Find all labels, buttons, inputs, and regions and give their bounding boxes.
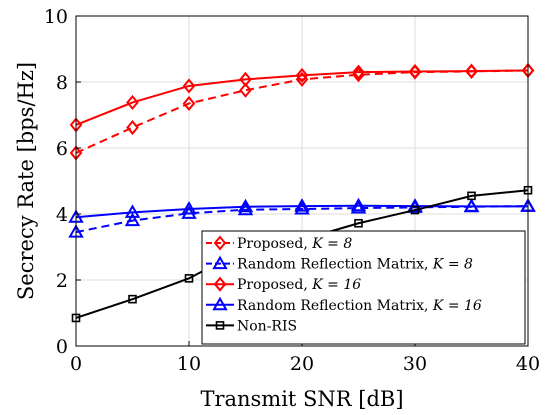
data-point [237,201,254,216]
legend-entry: Proposed, K = 8 [206,235,352,252]
tick-labels: 0 10 20 30 40 0 2 4 6 8 10 [44,6,540,375]
y-axis-title: Secrecy Rate [bps/Hz] [14,62,38,300]
x-tick-label: 30 [403,353,427,375]
data-point [294,198,310,212]
legend-marker [215,321,225,330]
legend-box [201,230,526,345]
y-tick-label: 4 [56,204,68,226]
y-tick-label: 8 [56,72,68,94]
data-point [350,197,367,212]
legend-label: Non-RIS [237,318,297,334]
data-point [182,95,196,112]
data-point [239,71,252,87]
data-point [124,212,141,227]
data-point [182,78,196,94]
legend-label: Proposed, K = 8 [237,236,352,252]
data-point [237,198,254,213]
legend-entry: Non-RIS [206,318,297,334]
data-point [124,204,141,218]
data-point [181,201,197,215]
y-tick-label: 10 [44,6,68,28]
data-point [352,64,365,80]
legend-entry: Proposed, K = 16 [206,276,361,293]
data-point [295,67,309,83]
data-point [294,201,310,215]
y-tick-label: 6 [56,138,68,160]
series-group [68,62,536,323]
x-tick-label: 40 [516,353,540,375]
data-point [465,63,478,79]
legend-marker [212,296,228,311]
data-point [128,294,137,304]
data-point [184,274,194,283]
legend-marker [213,276,227,292]
series-line [75,69,529,126]
data-point [463,198,480,212]
series-3 [69,62,535,133]
legend-label: Random Reflection Matrix, K = 8 [237,257,473,273]
legend-label: Proposed, K = 16 [237,277,361,293]
y-tick-label: 0 [56,336,68,358]
x-tick-label: 10 [177,353,201,375]
data-point [239,82,252,98]
x-axis-title: Transmit SNR [dB] [200,387,403,411]
series-line [75,204,528,219]
series-line [75,69,529,154]
legend-marker [212,255,228,270]
data-point [467,191,476,201]
data-point [410,205,420,215]
data-point [350,200,367,214]
legend-marker [213,235,227,251]
legend-entry: Random Reflection Matrix, K = 8 [206,255,473,273]
data-point [408,63,422,80]
legend-entry: Random Reflection Matrix, K = 16 [206,296,482,314]
data-point [354,218,363,228]
legend: Proposed, K = 8 Random Reflection Matrix,… [201,230,526,345]
x-tick-label: 0 [70,353,82,375]
series-4 [68,197,536,223]
data-point [126,119,139,136]
x-tick-label: 20 [290,353,314,375]
data-point [126,94,139,111]
legend-label: Random Reflection Matrix, K = 16 [237,298,482,314]
y-tick-label: 2 [56,270,68,292]
